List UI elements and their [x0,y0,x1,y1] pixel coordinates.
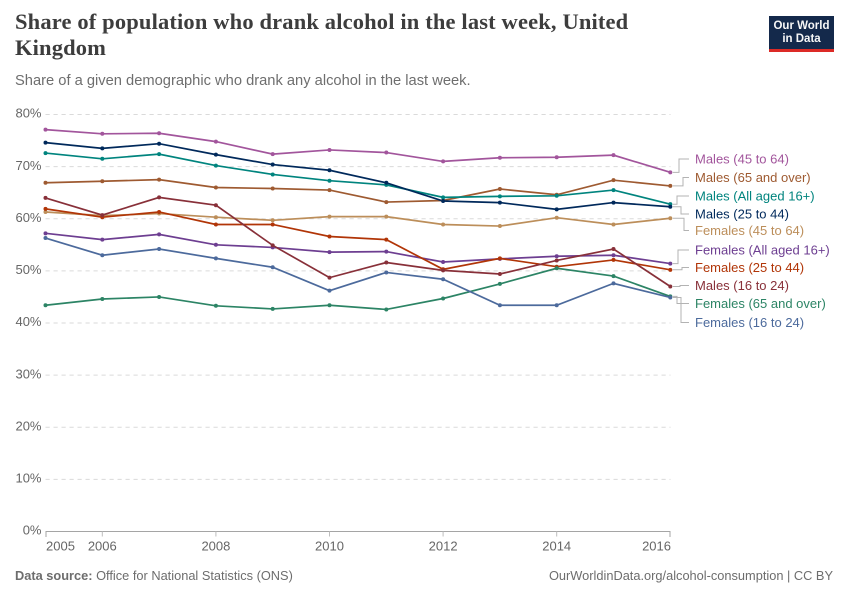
svg-text:60%: 60% [15,210,41,225]
svg-text:Females (45 to 64): Females (45 to 64) [695,223,804,238]
svg-text:2012: 2012 [429,539,458,554]
svg-text:2014: 2014 [542,539,571,554]
svg-text:2008: 2008 [201,539,230,554]
svg-text:Males (16 to 24): Males (16 to 24) [695,278,789,293]
svg-text:2010: 2010 [315,539,344,554]
svg-text:0%: 0% [23,523,42,538]
svg-text:Males (All aged 16+): Males (All aged 16+) [695,188,815,203]
svg-text:10%: 10% [15,471,41,486]
svg-text:Males (65 and over): Males (65 and over) [695,170,811,185]
svg-text:40%: 40% [15,314,41,329]
svg-text:50%: 50% [15,262,41,277]
svg-text:2016: 2016 [642,539,671,554]
svg-text:Males (45 to 64): Males (45 to 64) [695,151,789,166]
svg-text:2005: 2005 [46,539,75,554]
svg-text:Females (16 to 24): Females (16 to 24) [695,315,804,330]
svg-text:Females (65 and over): Females (65 and over) [695,296,826,311]
svg-text:70%: 70% [15,158,41,173]
svg-text:Females (All aged 16+): Females (All aged 16+) [695,242,830,257]
svg-text:20%: 20% [15,418,41,433]
svg-text:2006: 2006 [88,539,117,554]
svg-text:Females (25 to 44): Females (25 to 44) [695,260,804,275]
svg-text:30%: 30% [15,366,41,381]
svg-text:80%: 80% [15,106,41,121]
svg-text:Males (25 to 44): Males (25 to 44) [695,206,789,221]
